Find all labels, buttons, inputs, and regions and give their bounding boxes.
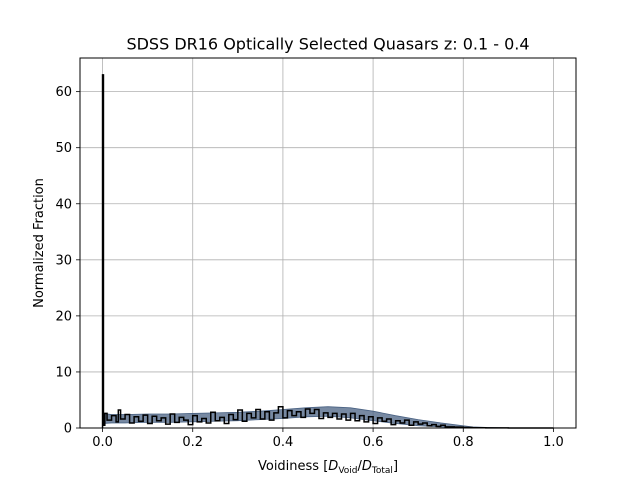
x-tick-label: 0.0 xyxy=(92,435,113,450)
y-tick-label: 10 xyxy=(55,365,72,380)
histogram-line xyxy=(101,74,554,429)
plot-area-frame xyxy=(79,57,577,429)
x-tick-label: 0.4 xyxy=(273,435,294,450)
chart-title: SDSS DR16 Optically Selected Quasars z: … xyxy=(126,35,529,54)
y-axis-ticks: 0 10 20 30 40 50 60 xyxy=(55,85,80,437)
x-axis-label-suffix: ] xyxy=(393,459,398,474)
histogram-line-layer xyxy=(101,74,554,429)
y-tick-label: 40 xyxy=(55,197,72,212)
x-axis-ticks: 0.0 0.2 0.4 0.6 0.8 1.0 xyxy=(92,428,564,450)
x-tick-label: 1.0 xyxy=(543,435,564,450)
y-tick-label: 0 xyxy=(64,422,72,437)
y-tick-label: 60 xyxy=(55,85,72,100)
x-axis-label-denominator-subscript: Total xyxy=(371,466,393,476)
x-axis-label-slash: / xyxy=(358,459,363,474)
x-tick-label: 0.8 xyxy=(453,435,474,450)
y-axis-label: Normalized Fraction xyxy=(32,178,47,308)
x-axis-label-prefix: Voidiness [ xyxy=(258,459,328,474)
x-axis-label-denominator: D xyxy=(362,459,372,474)
y-tick-label: 50 xyxy=(55,141,72,156)
x-tick-label: 0.6 xyxy=(363,435,384,450)
x-axis-label: Voidiness [DVoid/DTotal] xyxy=(258,459,398,476)
x-axis-label-numerator: D xyxy=(328,459,338,474)
y-tick-label: 20 xyxy=(55,309,72,324)
grid-layer xyxy=(80,58,576,429)
y-tick-label: 30 xyxy=(55,253,72,268)
x-axis-label-numerator-subscript: Void xyxy=(338,466,357,476)
x-tick-label: 0.2 xyxy=(182,435,203,450)
